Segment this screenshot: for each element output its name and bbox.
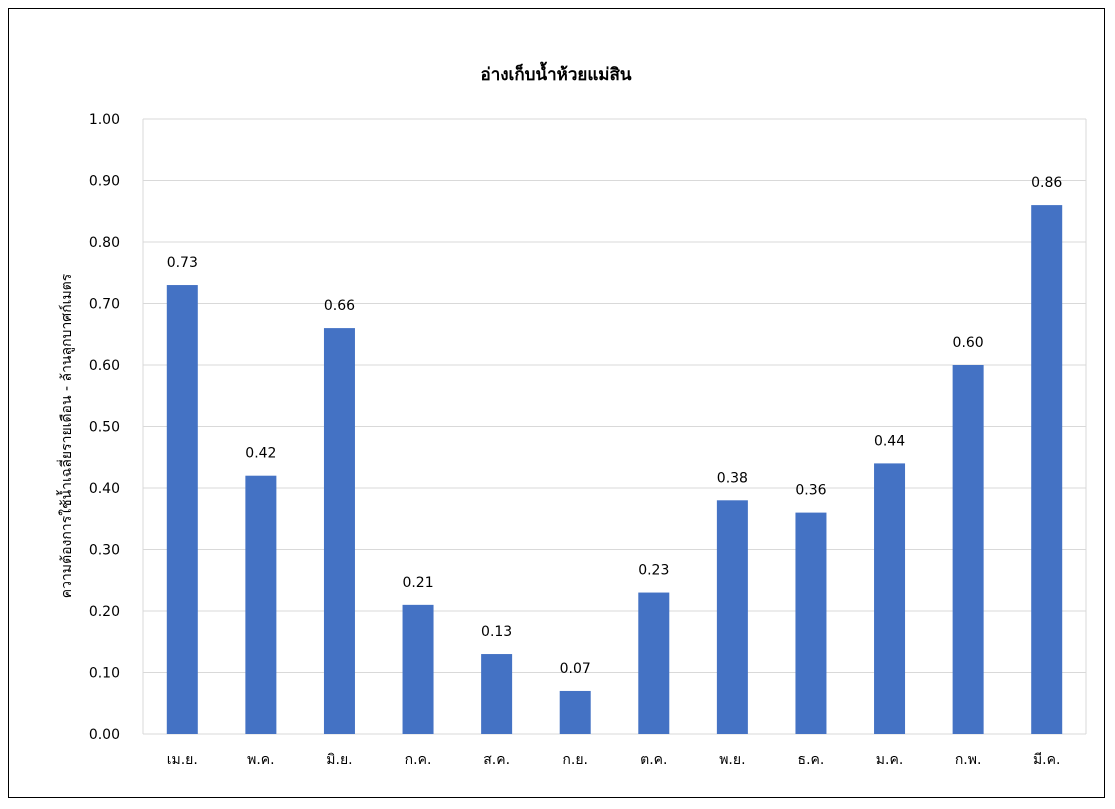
bar <box>166 285 198 734</box>
bars <box>166 205 1063 735</box>
x-category-label: ก.พ. <box>955 752 982 768</box>
data-label: 0.60 <box>953 335 984 351</box>
data-label: 0.38 <box>717 470 748 486</box>
y-axis-label: ความต้องการใช้น้ำเฉลี่ยรายเดือน - ล้านลู… <box>56 273 75 598</box>
y-tick-label: 0.80 <box>89 235 120 251</box>
chart-title: อ่างเก็บน้ำห้วยแม่สิน <box>481 61 632 85</box>
y-tick-label: 0.10 <box>89 666 120 682</box>
bar <box>323 328 355 734</box>
y-tick-label: 0.70 <box>89 297 120 313</box>
y-tick-label: 1.00 <box>89 112 120 128</box>
data-label: 0.07 <box>560 661 591 677</box>
data-label: 0.86 <box>1031 175 1062 191</box>
x-category-label: เม.ย. <box>167 752 198 768</box>
data-label: 0.36 <box>795 483 826 499</box>
x-category-label: มี.ค. <box>1033 752 1061 768</box>
x-category-label: ก.ค. <box>405 752 432 768</box>
x-category-label: ม.ค. <box>876 752 904 768</box>
bar-chart: อ่างเก็บน้ำห้วยแม่สิน ความต้องการใช้น้ำเ… <box>56 61 1087 768</box>
bar <box>716 500 748 734</box>
gridlines <box>142 118 1087 735</box>
y-tick-label: 0.20 <box>89 604 120 620</box>
data-label: 0.23 <box>638 563 669 579</box>
y-tick-label: 0.90 <box>89 174 120 190</box>
y-tick-label: 0.30 <box>89 543 120 559</box>
y-tick-label: 0.40 <box>89 481 120 497</box>
bar <box>402 604 434 734</box>
bar <box>1031 205 1063 735</box>
bar <box>874 463 906 734</box>
bar <box>481 654 513 734</box>
bar <box>559 690 591 734</box>
x-category-label: ส.ค. <box>483 752 510 768</box>
y-axis-ticks: 0.00 0.10 0.20 0.30 0.40 0.50 0.60 0.70 0.80 0.90… <box>89 112 120 743</box>
bar <box>795 512 827 734</box>
x-category-label: พ.ค. <box>247 752 275 768</box>
data-label: 0.73 <box>167 255 198 271</box>
x-category-label: ก.ย. <box>562 752 588 768</box>
x-axis-categories: เม.ย. พ.ค. มิ.ย. ก.ค. ส.ค. ก.ย. ต.ค. พ.ย. ธ.ค. ม.… <box>167 752 1061 768</box>
data-label: 0.44 <box>874 433 905 449</box>
x-category-label: ธ.ค. <box>798 752 825 768</box>
x-category-label: ต.ค. <box>640 752 667 768</box>
y-tick-label: 0.60 <box>89 358 120 374</box>
data-label: 0.66 <box>324 298 355 314</box>
data-labels: 0.73 0.42 0.66 0.21 0.13 0.07 0.23 0.38 0.36 0.44… <box>167 175 1063 677</box>
bar <box>638 592 670 734</box>
x-category-label: พ.ย. <box>719 752 745 768</box>
bar <box>245 475 277 734</box>
chart-frame: อ่างเก็บน้ำห้วยแม่สิน ความต้องการใช้น้ำเ… <box>8 8 1105 798</box>
data-label: 0.42 <box>245 446 276 462</box>
x-category-label: มิ.ย. <box>326 752 352 768</box>
y-tick-label: 0.00 <box>89 727 120 743</box>
data-label: 0.13 <box>481 624 512 640</box>
y-tick-label: 0.50 <box>89 420 120 436</box>
data-label: 0.21 <box>402 575 433 591</box>
bar <box>952 365 984 734</box>
